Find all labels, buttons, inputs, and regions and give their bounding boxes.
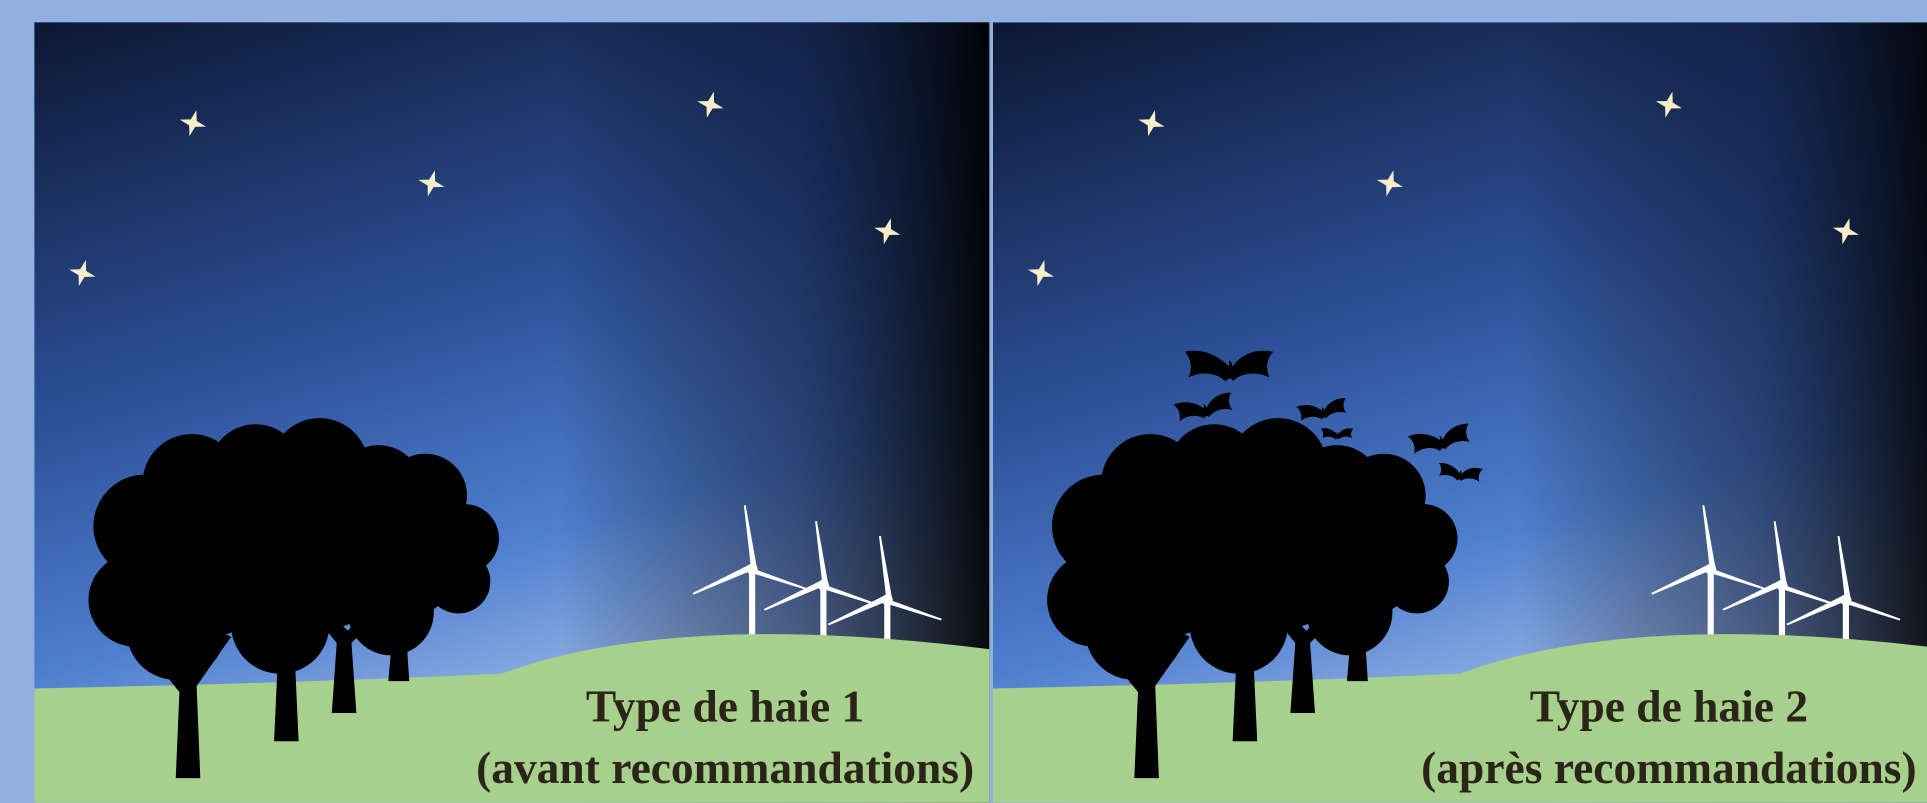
illustration: Type de haie 1 (avant recommandations) T… bbox=[0, 0, 1927, 803]
panel-before: Type de haie 1 (avant recommandations) bbox=[34, 22, 989, 802]
panel-title: Type de haie 1 bbox=[586, 681, 864, 732]
page: Type de haie 1 (avant recommandations) T… bbox=[0, 0, 1927, 803]
panel-subtitle: (avant recommandations) bbox=[476, 742, 974, 793]
panel-subtitle: (après recommandations) bbox=[1421, 742, 1916, 793]
panel-title: Type de haie 2 bbox=[1530, 681, 1808, 732]
panel-after: Type de haie 2 (après recommandations) bbox=[993, 22, 1927, 802]
